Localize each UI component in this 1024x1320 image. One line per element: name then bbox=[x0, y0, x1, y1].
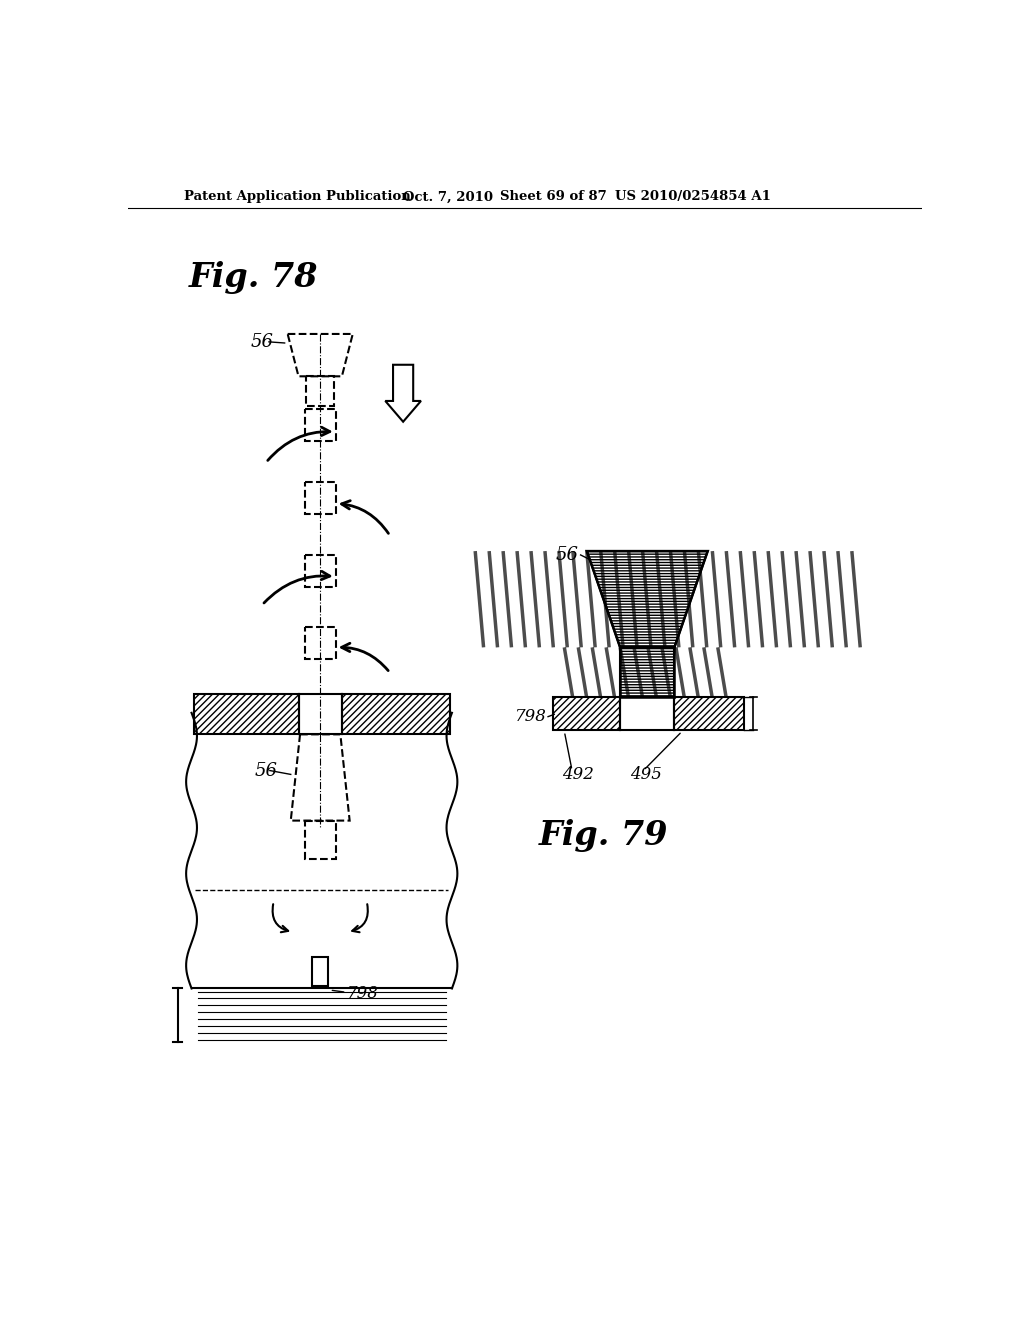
Bar bbox=[621, 647, 675, 697]
Text: Sheet 69 of 87: Sheet 69 of 87 bbox=[500, 190, 607, 203]
Text: Fig. 79: Fig. 79 bbox=[539, 820, 669, 853]
Text: US 2010/0254854 A1: US 2010/0254854 A1 bbox=[614, 190, 771, 203]
Bar bbox=[621, 647, 675, 697]
Text: Patent Application Publication: Patent Application Publication bbox=[183, 190, 411, 203]
Text: 56: 56 bbox=[251, 333, 273, 351]
Bar bbox=[194, 693, 299, 734]
Polygon shape bbox=[587, 552, 708, 647]
Text: 56: 56 bbox=[254, 762, 278, 780]
Text: 798: 798 bbox=[347, 985, 379, 1002]
Bar bbox=[553, 697, 621, 730]
Text: 798: 798 bbox=[515, 708, 547, 725]
Bar bbox=[675, 697, 744, 730]
Text: 495: 495 bbox=[630, 766, 663, 783]
Bar bbox=[312, 957, 328, 986]
Text: 492: 492 bbox=[562, 766, 594, 783]
Bar bbox=[342, 693, 450, 734]
Text: 56: 56 bbox=[556, 546, 579, 564]
Text: Oct. 7, 2010: Oct. 7, 2010 bbox=[403, 190, 494, 203]
Polygon shape bbox=[385, 364, 421, 422]
Text: Fig. 78: Fig. 78 bbox=[188, 261, 317, 294]
